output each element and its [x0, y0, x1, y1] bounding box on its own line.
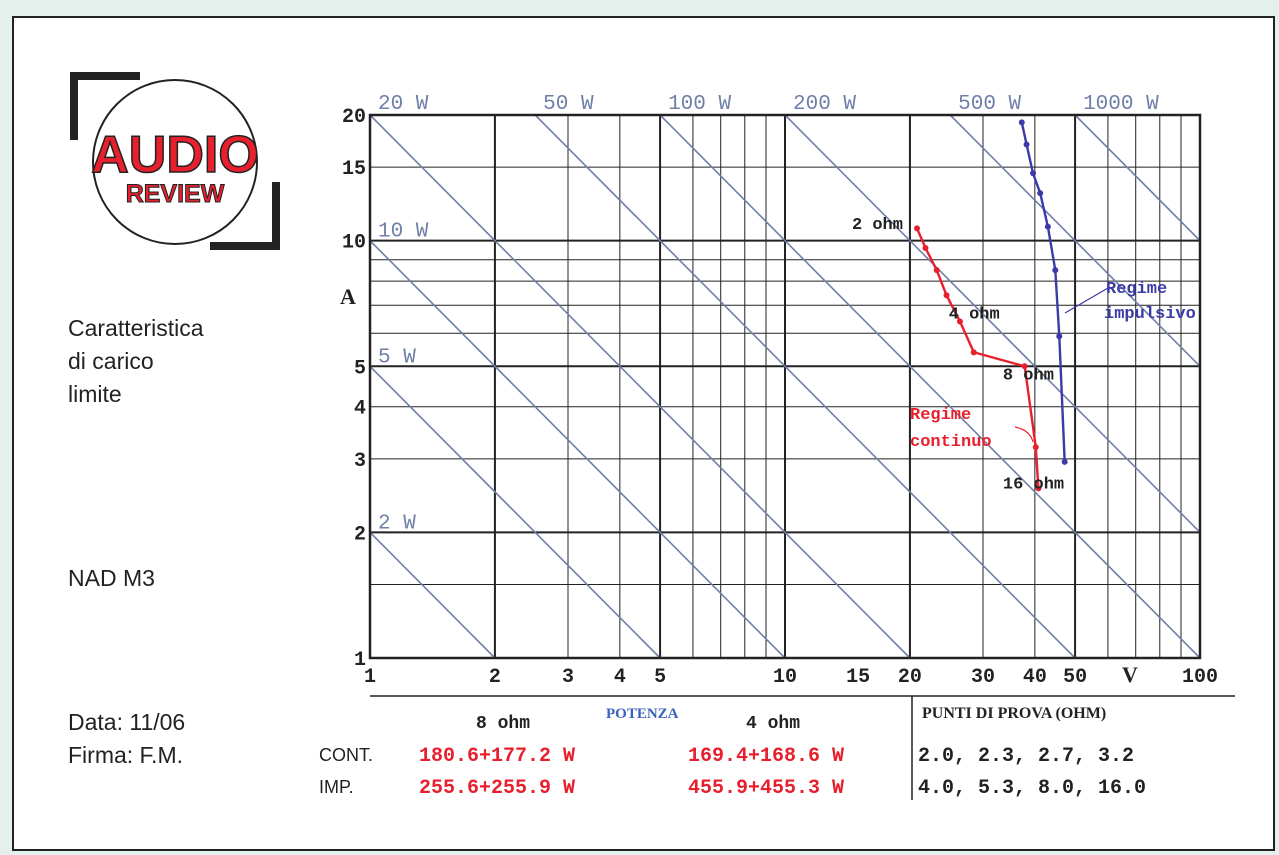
row-imp-punti: 4.0, 5.3, 8.0, 16.0	[918, 777, 1146, 800]
x-tick-label: 50	[1063, 666, 1087, 689]
plot-border	[368, 113, 1202, 660]
power-lines: 2 W 5 W 10 W 20 W 50 W 100 W 200 W 500 W 1000 W	[369, 93, 1201, 659]
power-line-label: 50 W	[543, 93, 594, 116]
model-name: NAD M3	[68, 565, 155, 591]
x-tick-label: 10	[773, 666, 797, 689]
series-line	[1020, 122, 1066, 462]
potenza-header: POTENZA	[606, 706, 679, 722]
series-point	[1021, 363, 1028, 370]
power-line	[369, 365, 661, 659]
row-cont-punti: 2.0, 2.3, 2.7, 3.2	[918, 745, 1134, 768]
x-tick-label: 15	[846, 666, 870, 689]
power-line	[784, 114, 1201, 533]
y-axis-label: A	[340, 284, 356, 309]
x-tick-label: 100	[1182, 666, 1218, 689]
power-line	[369, 114, 911, 659]
power-line	[659, 114, 1201, 659]
power-line-label: 10 W	[378, 221, 429, 244]
results-table: 8 ohm POTENZA 4 ohm PUNTI DI PROVA (OHM)…	[319, 695, 1235, 800]
power-line-label: 2 W	[378, 512, 416, 535]
y-tick-label: 4	[354, 398, 366, 421]
ohm-annotation: 16 ohm	[1003, 475, 1064, 494]
power-line-label: 500 W	[958, 93, 1021, 116]
power-line	[1074, 114, 1201, 242]
power-line	[949, 114, 1201, 367]
x-axis-label: V	[1122, 662, 1138, 687]
logo-line1: AUDIO	[91, 126, 259, 184]
row-cont-8ohm: 180.6+177.2 W	[419, 745, 575, 768]
x-tick-label: 20	[898, 666, 922, 689]
y-tick-label: 15	[342, 158, 366, 181]
power-line	[369, 240, 786, 659]
series-point	[1018, 119, 1025, 126]
series-point	[1035, 485, 1042, 492]
data-series	[913, 119, 1068, 492]
svg-text:Regime: Regime	[910, 406, 971, 425]
series-point	[1032, 444, 1039, 451]
power-line-label: 200 W	[793, 93, 856, 116]
series-point	[1044, 223, 1051, 230]
series-label-impulsive: Regime impulsivo	[1064, 280, 1196, 324]
col-8ohm-header: 8 ohm	[476, 714, 530, 734]
annotations: 2 ohm 4 ohm 8 ohm 16 ohm	[852, 216, 1064, 494]
signature-label: Firma: F.M.	[68, 742, 183, 768]
x-tick-label: 4	[614, 666, 626, 689]
y-tick-label: 3	[354, 450, 366, 473]
x-tick-label: 3	[562, 666, 574, 689]
row-imp-8ohm: 255.6+255.9 W	[419, 777, 575, 800]
power-line-label: 1000 W	[1083, 93, 1159, 116]
x-tick-label: 1	[364, 666, 376, 689]
series-point	[1052, 267, 1059, 274]
series-point	[943, 292, 950, 299]
side-title-line2: di carico	[68, 348, 154, 374]
logo-line2: REVIEW	[126, 180, 225, 208]
grid-major	[370, 115, 1200, 658]
y-tick-label: 20	[342, 106, 366, 129]
series-point	[1037, 190, 1044, 197]
side-title-line3: limite	[68, 381, 122, 407]
x-tick-labels: 1 2 3 4 5 10 15 20 30 40 50 100	[364, 666, 1218, 689]
series-label-continuous: Regime continuo	[910, 406, 1034, 452]
svg-text:Regime: Regime	[1106, 280, 1167, 299]
audio-review-logo: AUDIO REVIEW	[70, 72, 280, 250]
ohm-annotation: 2 ohm	[852, 216, 903, 235]
row-imp-4ohm: 455.9+455.3 W	[688, 777, 844, 800]
svg-text:continuo: continuo	[910, 433, 992, 452]
row-imp-label: IMP.	[319, 777, 354, 797]
power-line-label: 100 W	[668, 93, 731, 116]
x-tick-label: 40	[1023, 666, 1047, 689]
y-tick-label: 1	[354, 649, 366, 672]
row-cont-4ohm: 169.4+168.6 W	[688, 745, 844, 768]
y-tick-label: 2	[354, 523, 366, 546]
y-tick-label: 10	[342, 232, 366, 255]
date-label: Data: 11/06	[68, 709, 186, 735]
power-line	[534, 114, 1076, 659]
series-point	[970, 349, 977, 356]
x-tick-label: 30	[971, 666, 995, 689]
power-line-label: 5 W	[378, 346, 416, 369]
power-line-label: 20 W	[378, 93, 429, 116]
ohm-annotation: 8 ohm	[1003, 366, 1054, 385]
col-4ohm-header: 4 ohm	[746, 714, 800, 734]
x-tick-label: 2	[489, 666, 501, 689]
series-point	[956, 318, 963, 325]
y-tick-label: 5	[354, 357, 366, 380]
power-line	[369, 531, 496, 659]
side-title-line1: Caratteristica	[68, 315, 204, 341]
series-point	[1056, 333, 1063, 340]
series-point	[1023, 141, 1030, 148]
series-point	[1030, 170, 1037, 177]
series-point	[933, 267, 940, 274]
row-cont-label: CONT.	[319, 745, 373, 765]
y-tick-labels: 1 2 3 4 5 10 15 20	[342, 106, 366, 672]
series-point	[913, 225, 920, 232]
x-tick-label: 5	[654, 666, 666, 689]
series-point	[922, 245, 929, 252]
ohm-annotation: 4 ohm	[949, 306, 1000, 325]
series-point	[1061, 458, 1068, 465]
punti-header: PUNTI DI PROVA (OHM)	[922, 705, 1106, 722]
svg-text:impulsivo: impulsivo	[1104, 305, 1196, 324]
